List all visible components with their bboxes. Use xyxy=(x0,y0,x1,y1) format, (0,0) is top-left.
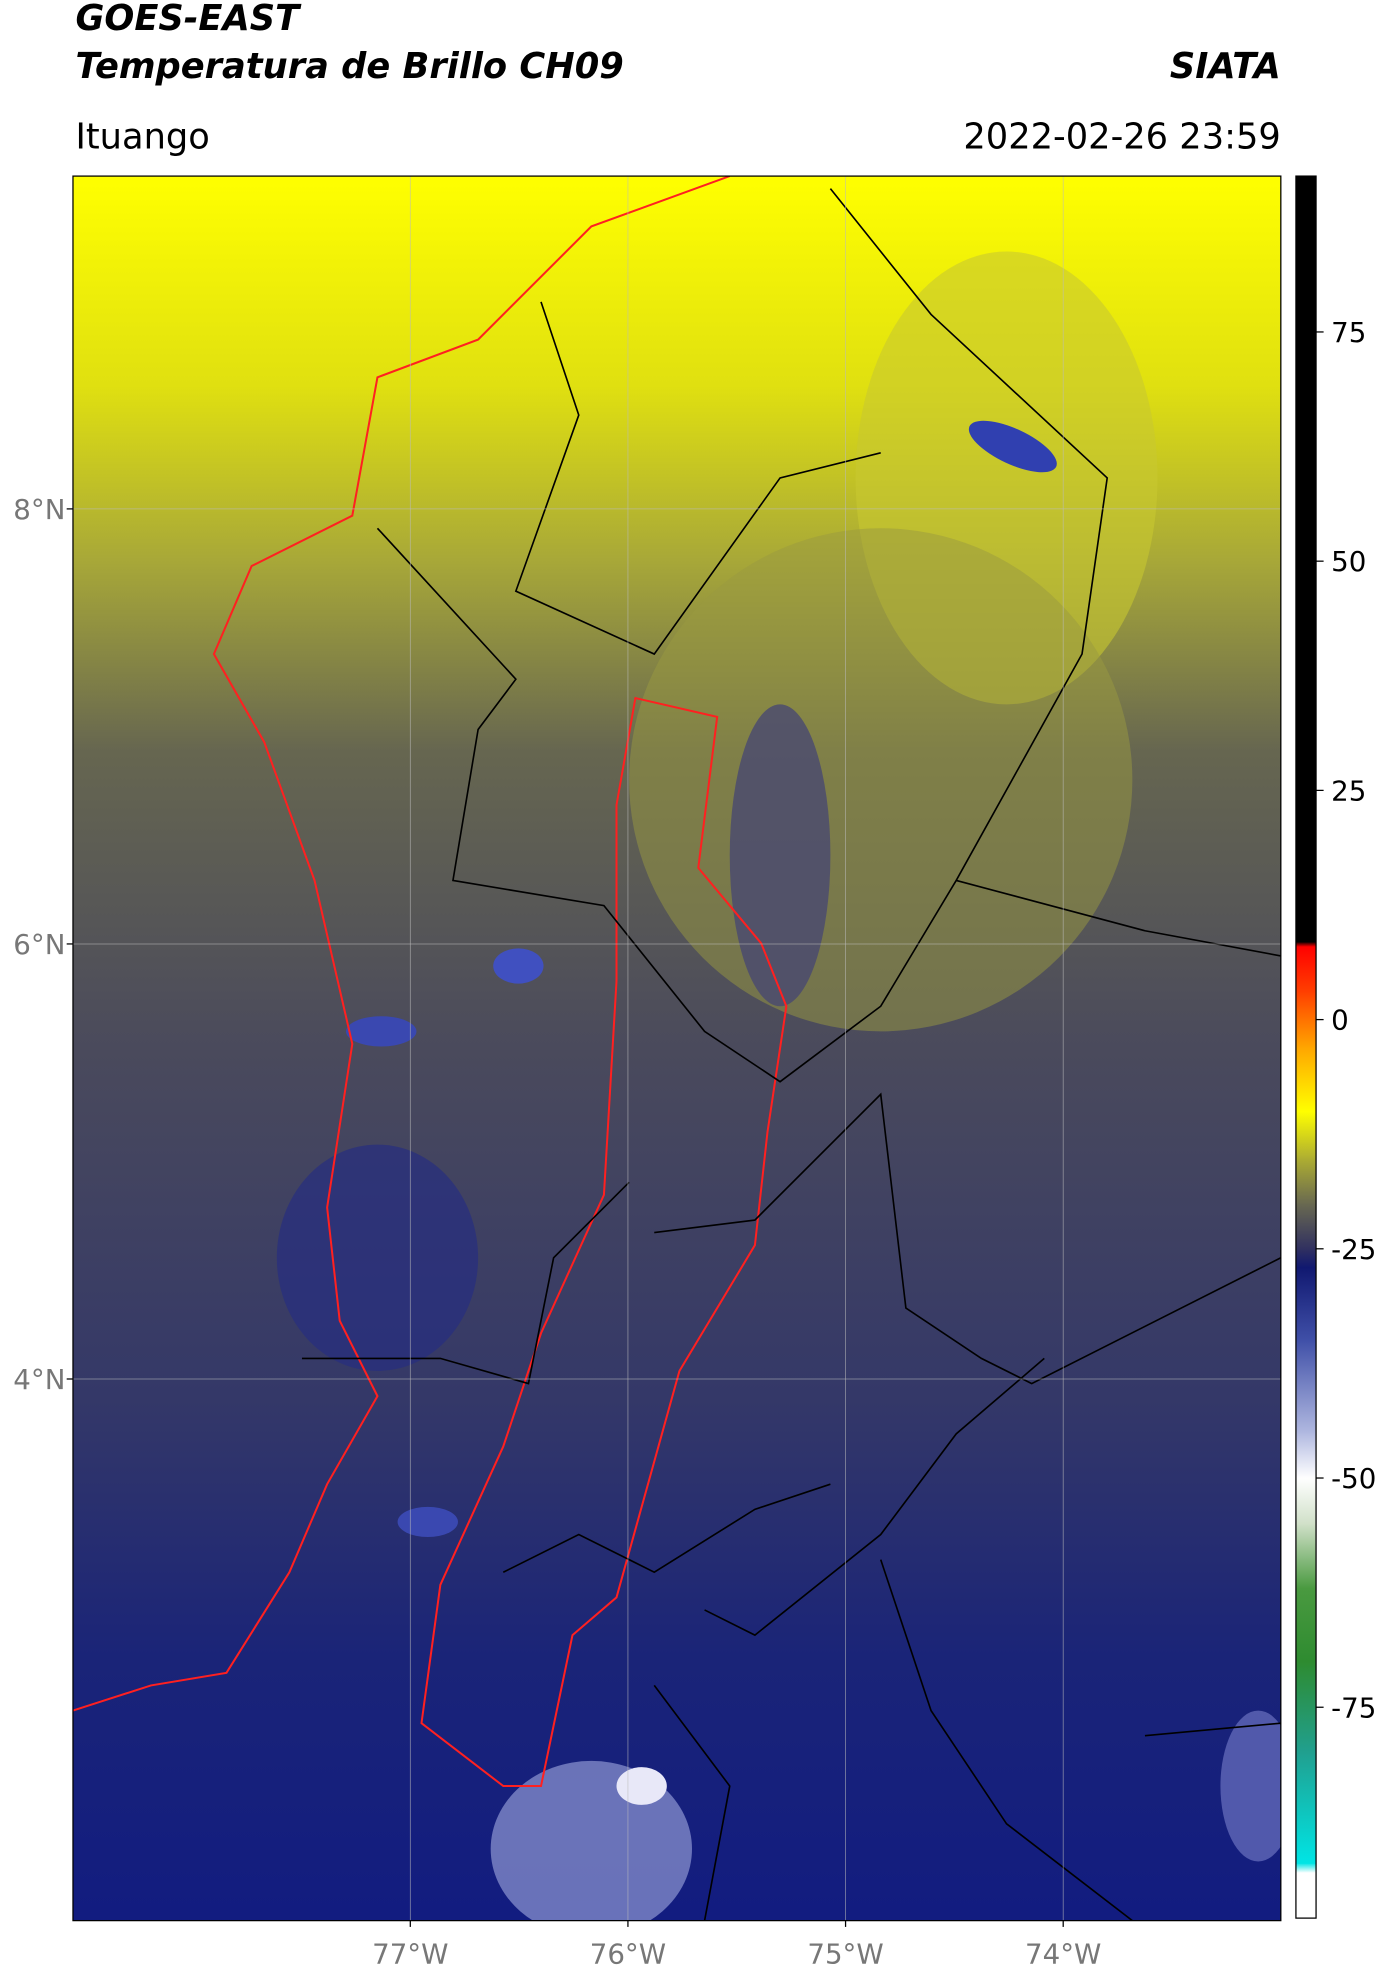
cloud xyxy=(276,1144,479,1371)
colorbar-tick-label: -50 xyxy=(1331,1462,1376,1495)
colorbar-segment xyxy=(1295,941,1317,947)
colorbar-segment xyxy=(1295,1248,1317,1268)
colorbar-segment xyxy=(1295,1340,1317,1433)
cloud xyxy=(346,1016,417,1047)
colorbar-segment xyxy=(1295,1157,1317,1204)
colorbar-segment xyxy=(1295,1863,1317,1873)
y-tick-label: 8°N xyxy=(13,493,65,526)
cloud xyxy=(629,528,1133,1032)
colorbar-segment xyxy=(1295,1267,1317,1342)
y-tick-label: 6°N xyxy=(13,928,65,961)
colorbar-segment xyxy=(1295,1753,1317,1864)
y-tick-label: 4°N xyxy=(13,1363,65,1396)
colorbar-segment xyxy=(1295,1202,1317,1250)
colorbar-tick-label: 75 xyxy=(1331,316,1366,349)
colorbar-segment xyxy=(1295,1432,1317,1479)
colorbar-tick-label: 0 xyxy=(1331,1004,1349,1037)
admin-boundary xyxy=(301,188,1281,1921)
colorbar-tick-label: 50 xyxy=(1331,545,1366,578)
colorbar xyxy=(1295,176,1317,1919)
colorbar-segment xyxy=(1295,1478,1317,1525)
x-tick-label: 76°W xyxy=(590,1937,666,1970)
colorbar-segment xyxy=(1295,1047,1317,1112)
x-tick-label: 77°W xyxy=(372,1937,448,1970)
cloud xyxy=(1220,1710,1281,1862)
map-image xyxy=(72,176,1281,1921)
cloud xyxy=(968,420,1057,473)
colorbar-segment xyxy=(1295,1661,1317,1754)
cloud xyxy=(616,1767,667,1805)
colorbar-tick-label: -25 xyxy=(1331,1233,1376,1266)
colorbar-tick-label: -75 xyxy=(1331,1691,1376,1724)
title: GOES-EAST xyxy=(75,0,302,39)
colorbar-frame xyxy=(1295,175,1317,1919)
region: Ituango xyxy=(75,116,209,157)
colorbar-tick-label: 25 xyxy=(1331,774,1366,807)
colorbar-segment xyxy=(1295,1523,1317,1589)
source: SIATA xyxy=(1170,46,1281,87)
coastline xyxy=(72,176,731,1712)
cloud xyxy=(493,948,544,984)
colorbar-segment xyxy=(1295,1872,1317,1919)
cloud xyxy=(397,1506,458,1538)
map-frame xyxy=(72,175,1282,1922)
colorbar-segment xyxy=(1295,1588,1317,1663)
colorbar-segment xyxy=(1295,946,1317,993)
colorbar-segment xyxy=(1295,176,1317,943)
subtitle: Temperatura de Brillo CH09 xyxy=(75,46,623,87)
x-tick-label: 74°W xyxy=(1025,1937,1101,1970)
x-tick-label: 75°W xyxy=(807,1937,883,1970)
colorbar-segment xyxy=(1295,1111,1317,1158)
cloud xyxy=(729,704,831,1007)
colorbar-segment xyxy=(1295,992,1317,1048)
datetime: 2022-02-26 23:59 xyxy=(963,116,1280,157)
graticule xyxy=(72,176,1281,1921)
